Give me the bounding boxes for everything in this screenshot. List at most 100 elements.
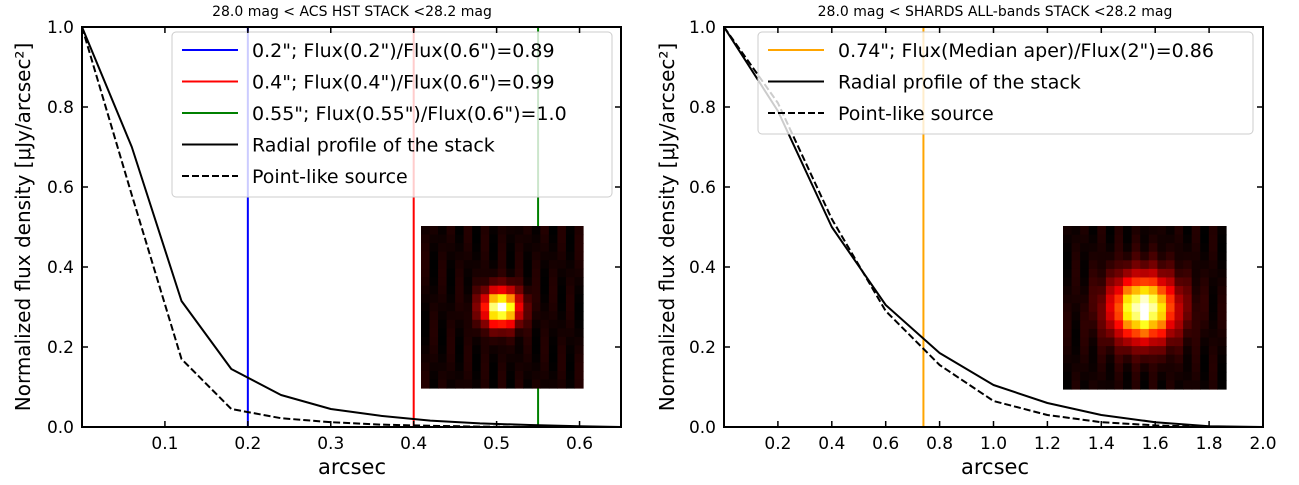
inset-pixel	[438, 370, 448, 381]
inset-pixel	[1200, 380, 1210, 390]
inset-pixel	[489, 345, 499, 355]
inset-pixel	[1131, 251, 1141, 261]
inset-pixel	[1174, 346, 1184, 356]
inset-pixel	[523, 285, 533, 295]
inset-pixel	[455, 243, 465, 253]
inset-pixel	[480, 302, 490, 312]
inset-pixel	[497, 328, 507, 338]
x-tick-label: 0.3	[317, 434, 344, 454]
inset-pixel	[1123, 243, 1133, 253]
inset-pixel	[463, 311, 473, 321]
inset-pixel	[540, 362, 550, 372]
y-tick-label: 1.0	[689, 18, 716, 38]
inset-pixel	[463, 243, 473, 253]
inset-pixel	[1217, 268, 1227, 279]
inset-pixel	[1217, 303, 1227, 313]
inset-pixel	[480, 328, 490, 338]
inset-pixel	[565, 243, 576, 253]
inset-pixel	[531, 243, 541, 253]
legend-label: 0.55"; Flux(0.55")/Flux(0.6")=1.0	[252, 103, 567, 125]
inset-pixel	[1183, 268, 1193, 279]
inset-pixel	[1200, 320, 1210, 330]
inset-pixel	[1165, 346, 1176, 356]
inset-pixel	[1105, 303, 1116, 313]
inset-pixel	[1191, 234, 1201, 244]
inset-pixel	[1165, 311, 1176, 321]
inset-pixel	[1217, 337, 1227, 347]
inset-pixel	[1063, 251, 1073, 261]
inset-stamp	[1063, 226, 1227, 390]
inset-pixel	[1088, 268, 1098, 279]
inset-pixel	[1105, 320, 1116, 330]
inset-pixel	[1165, 337, 1176, 347]
y-tick-label: 0.8	[47, 98, 74, 118]
inset-pixel	[1114, 337, 1124, 347]
inset-pixel	[438, 353, 448, 364]
inset-pixel	[438, 362, 448, 372]
inset-pixel	[531, 268, 541, 278]
inset-pixel	[1183, 260, 1193, 270]
inset-pixel	[1131, 260, 1141, 270]
inset-pixel	[489, 353, 499, 364]
inset-pixel	[506, 379, 516, 389]
inset-pixel	[429, 277, 439, 287]
inset-pixel	[1217, 226, 1227, 236]
inset-pixel	[455, 353, 465, 364]
inset-pixel	[472, 379, 482, 389]
inset-pixel	[497, 302, 507, 312]
inset-pixel	[1114, 320, 1124, 330]
inset-pixel	[497, 268, 507, 278]
inset-pixel	[574, 226, 584, 236]
inset-pixel	[548, 294, 559, 304]
inset-pixel	[506, 362, 516, 372]
inset-pixel	[438, 336, 448, 346]
inset-pixel	[523, 251, 533, 261]
inset-pixel	[1148, 337, 1158, 347]
inset-pixel	[421, 234, 431, 244]
inset-pixel	[1131, 371, 1141, 382]
inset-pixel	[1140, 328, 1150, 339]
inset-pixel	[506, 311, 516, 321]
inset-pixel	[1105, 380, 1116, 390]
inset-pixel	[523, 226, 533, 236]
inset-pixel	[1105, 337, 1116, 347]
inset-pixel	[1148, 371, 1158, 382]
inset-pixel	[429, 234, 439, 244]
inset-pixel	[421, 226, 431, 236]
inset-pixel	[1088, 337, 1098, 347]
inset-pixel	[1208, 337, 1219, 347]
inset-pixel	[1140, 346, 1150, 356]
inset-pixel	[429, 336, 439, 346]
inset-pixel	[463, 379, 473, 389]
inset-pixel	[1174, 260, 1184, 270]
inset-pixel	[1071, 337, 1081, 347]
inset-pixel	[574, 336, 584, 346]
inset-pixel	[1183, 234, 1193, 244]
inset-pixel	[1200, 251, 1210, 261]
inset-pixel	[1105, 268, 1116, 279]
inset-pixel	[1217, 286, 1227, 296]
inset-pixel	[472, 353, 482, 364]
inset-pixel	[540, 294, 550, 304]
inset-pixel	[429, 362, 439, 372]
inset-pixel	[1208, 277, 1219, 287]
inset-pixel	[1131, 380, 1141, 390]
inset-pixel	[1063, 243, 1073, 253]
inset-pixel	[497, 311, 507, 321]
inset-pixel	[455, 260, 465, 270]
inset-pixel	[1191, 320, 1201, 330]
inset-pixel	[463, 319, 473, 329]
inset-pixel	[1080, 346, 1090, 356]
inset-pixel	[1114, 294, 1124, 304]
inset-pixel	[489, 251, 499, 261]
chart-title: 28.0 mag < SHARDS ALL-bands STACK <28.2 …	[818, 4, 1173, 20]
inset-pixel	[548, 353, 559, 364]
inset-pixel	[1140, 268, 1150, 279]
inset-pixel	[1157, 226, 1167, 236]
inset-pixel	[497, 319, 507, 329]
inset-pixel	[565, 285, 576, 295]
inset-pixel	[1088, 380, 1098, 390]
inset-pixel	[455, 345, 465, 355]
inset-pixel	[565, 328, 576, 338]
